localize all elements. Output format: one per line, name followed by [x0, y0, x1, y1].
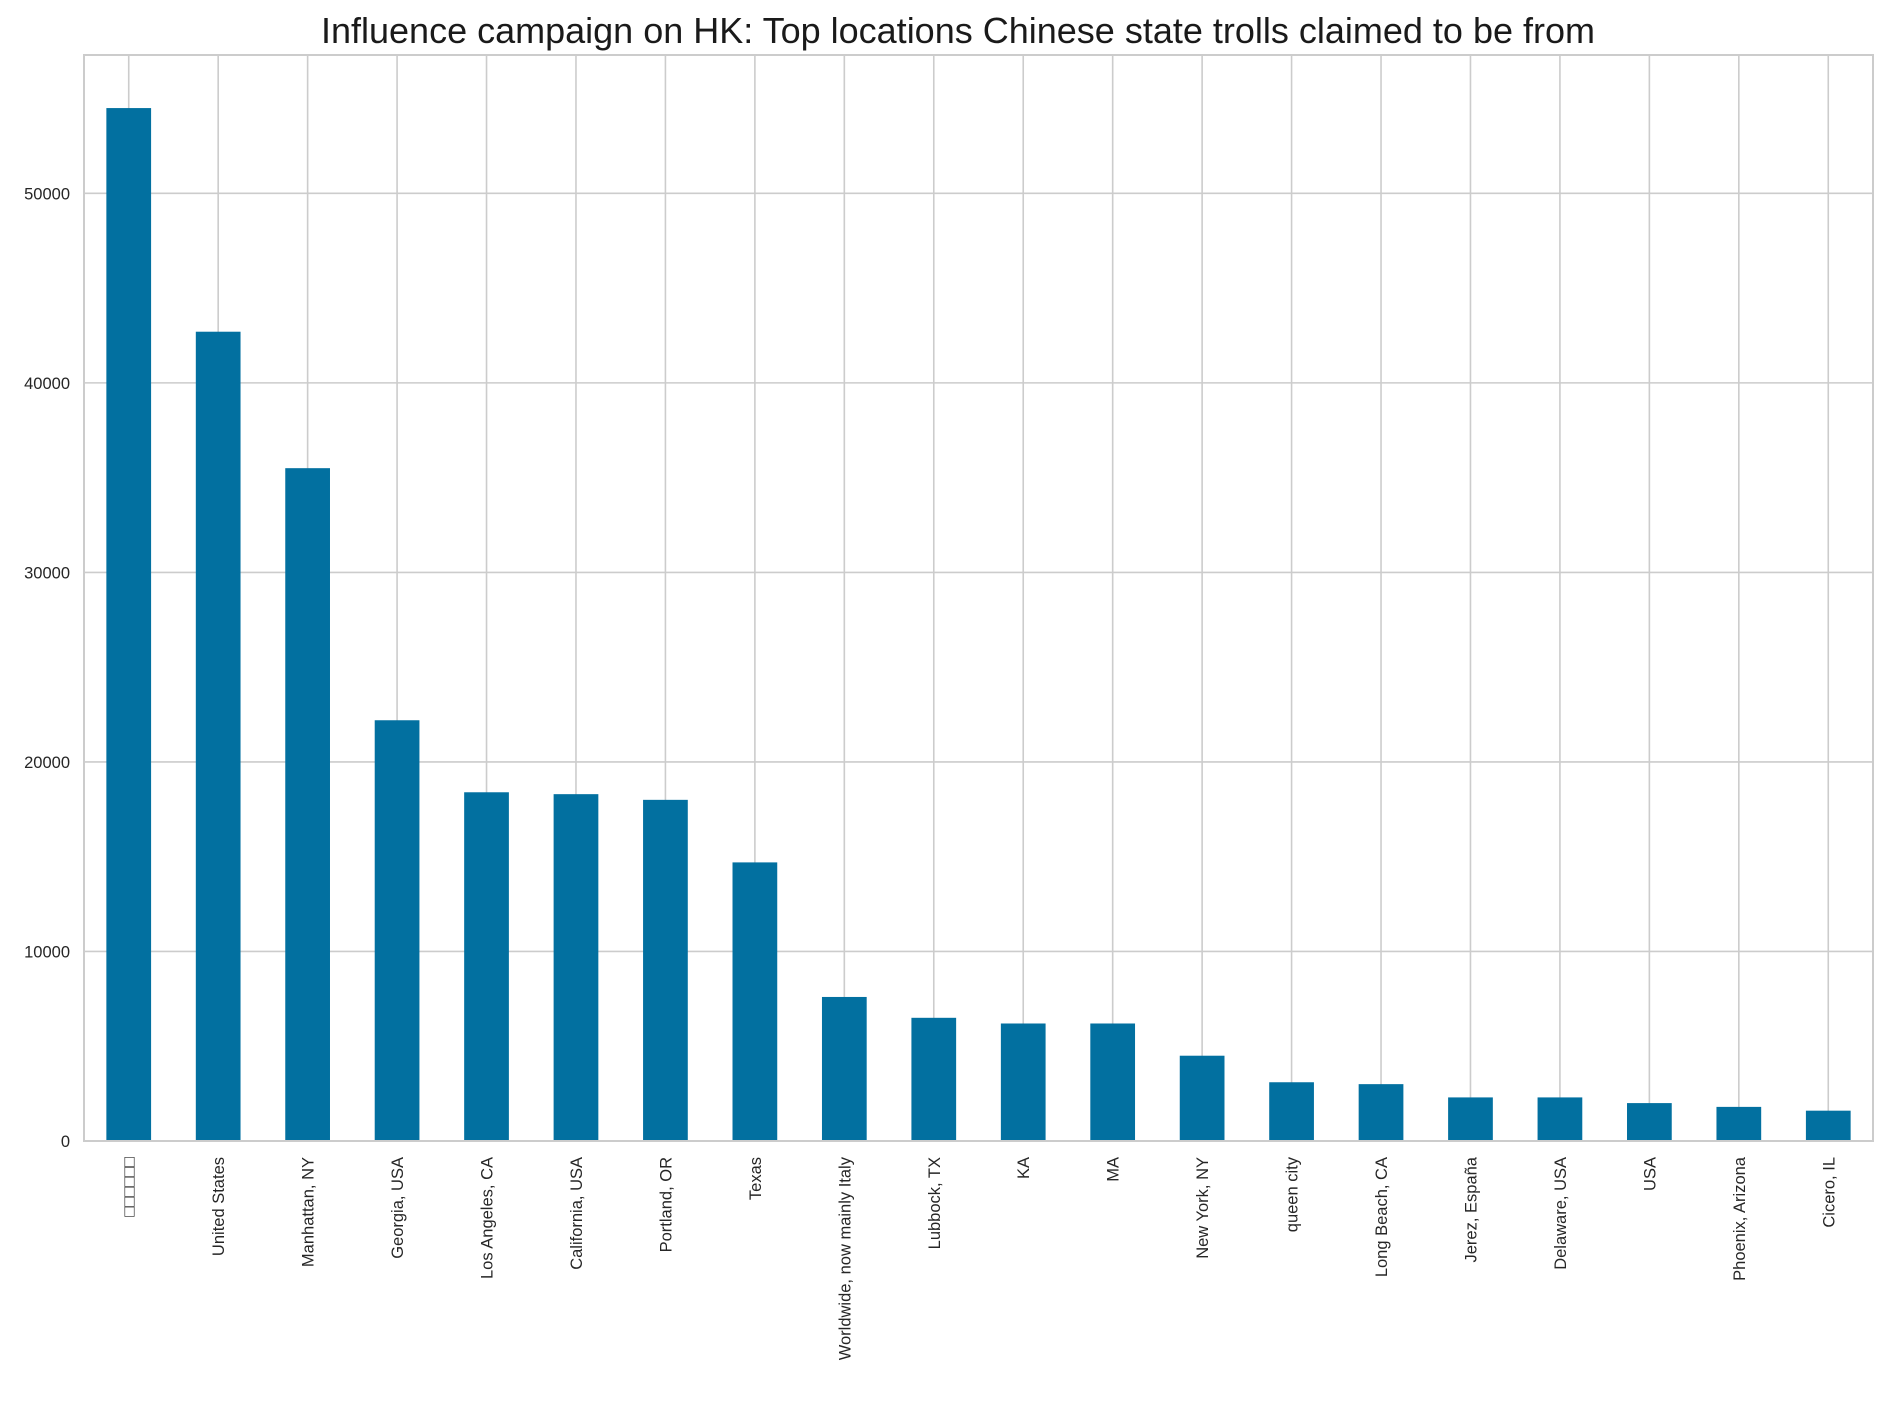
x-tick-label: □□□□□□	[121, 1157, 139, 1217]
bar	[1716, 1106, 1762, 1141]
bar	[553, 794, 599, 1141]
x-tick-label: New York, NY	[1194, 1157, 1212, 1259]
y-tick-label: 10000	[24, 943, 70, 961]
bar	[643, 799, 688, 1141]
y-axis-ticks: 0 10000 20000 30000 40000 50000	[24, 185, 70, 1151]
x-tick-label: Texas	[747, 1157, 765, 1200]
x-tick-label: Long Beach, CA	[1373, 1157, 1391, 1277]
x-tick-label: USA	[1641, 1157, 1659, 1191]
x-tick-label: Jerez, España	[1462, 1156, 1480, 1262]
bar	[1627, 1103, 1672, 1141]
bar	[821, 996, 867, 1141]
x-tick-label: Cicero, IL	[1820, 1157, 1838, 1228]
chart-title: Influence campaign on HK: Top locations …	[321, 10, 1595, 51]
x-tick-label: Los Angeles, CA	[479, 1157, 497, 1279]
x-tick-label: Manhattan, NY	[300, 1157, 318, 1267]
x-tick-label: Phoenix, Arizona	[1731, 1156, 1749, 1281]
x-tick-label: queen city	[1284, 1156, 1302, 1232]
bar	[732, 862, 778, 1141]
y-tick-label: 0	[61, 1133, 70, 1151]
bar	[1179, 1055, 1225, 1141]
x-tick-label: Lubbock, TX	[926, 1157, 944, 1249]
x-tick-label: Worldwide, now mainly Italy	[836, 1156, 854, 1360]
bar	[1269, 1082, 1314, 1141]
x-tick-label: Delaware, USA	[1552, 1157, 1570, 1270]
bar	[1805, 1110, 1851, 1141]
y-tick-label: 20000	[24, 754, 70, 772]
bar	[1090, 1023, 1136, 1141]
bar	[1448, 1097, 1493, 1141]
bar	[106, 108, 152, 1141]
x-tick-label: Portland, OR	[657, 1157, 675, 1252]
x-tick-label: MA	[1105, 1157, 1123, 1182]
bar	[911, 1017, 957, 1141]
x-tick-label: Georgia, USA	[389, 1157, 407, 1259]
x-tick-label: California, USA	[568, 1157, 586, 1270]
bar	[195, 331, 241, 1141]
bar	[374, 720, 420, 1141]
x-tick-label: United States	[210, 1157, 228, 1256]
y-tick-label: 30000	[24, 564, 70, 582]
plot-area-frame	[83, 54, 1874, 1142]
bar	[285, 468, 330, 1142]
bar	[464, 792, 509, 1141]
x-axis-ticks: □□□□□□ United States Manhattan, NY Georgia,…	[121, 1156, 1839, 1360]
bar	[1537, 1097, 1583, 1141]
y-tick-label: 50000	[24, 185, 70, 203]
x-tick-label: KA	[1015, 1157, 1033, 1179]
y-tick-label: 40000	[24, 375, 70, 393]
bar	[1000, 1023, 1046, 1141]
bar	[1358, 1084, 1404, 1141]
bars	[106, 108, 1851, 1142]
